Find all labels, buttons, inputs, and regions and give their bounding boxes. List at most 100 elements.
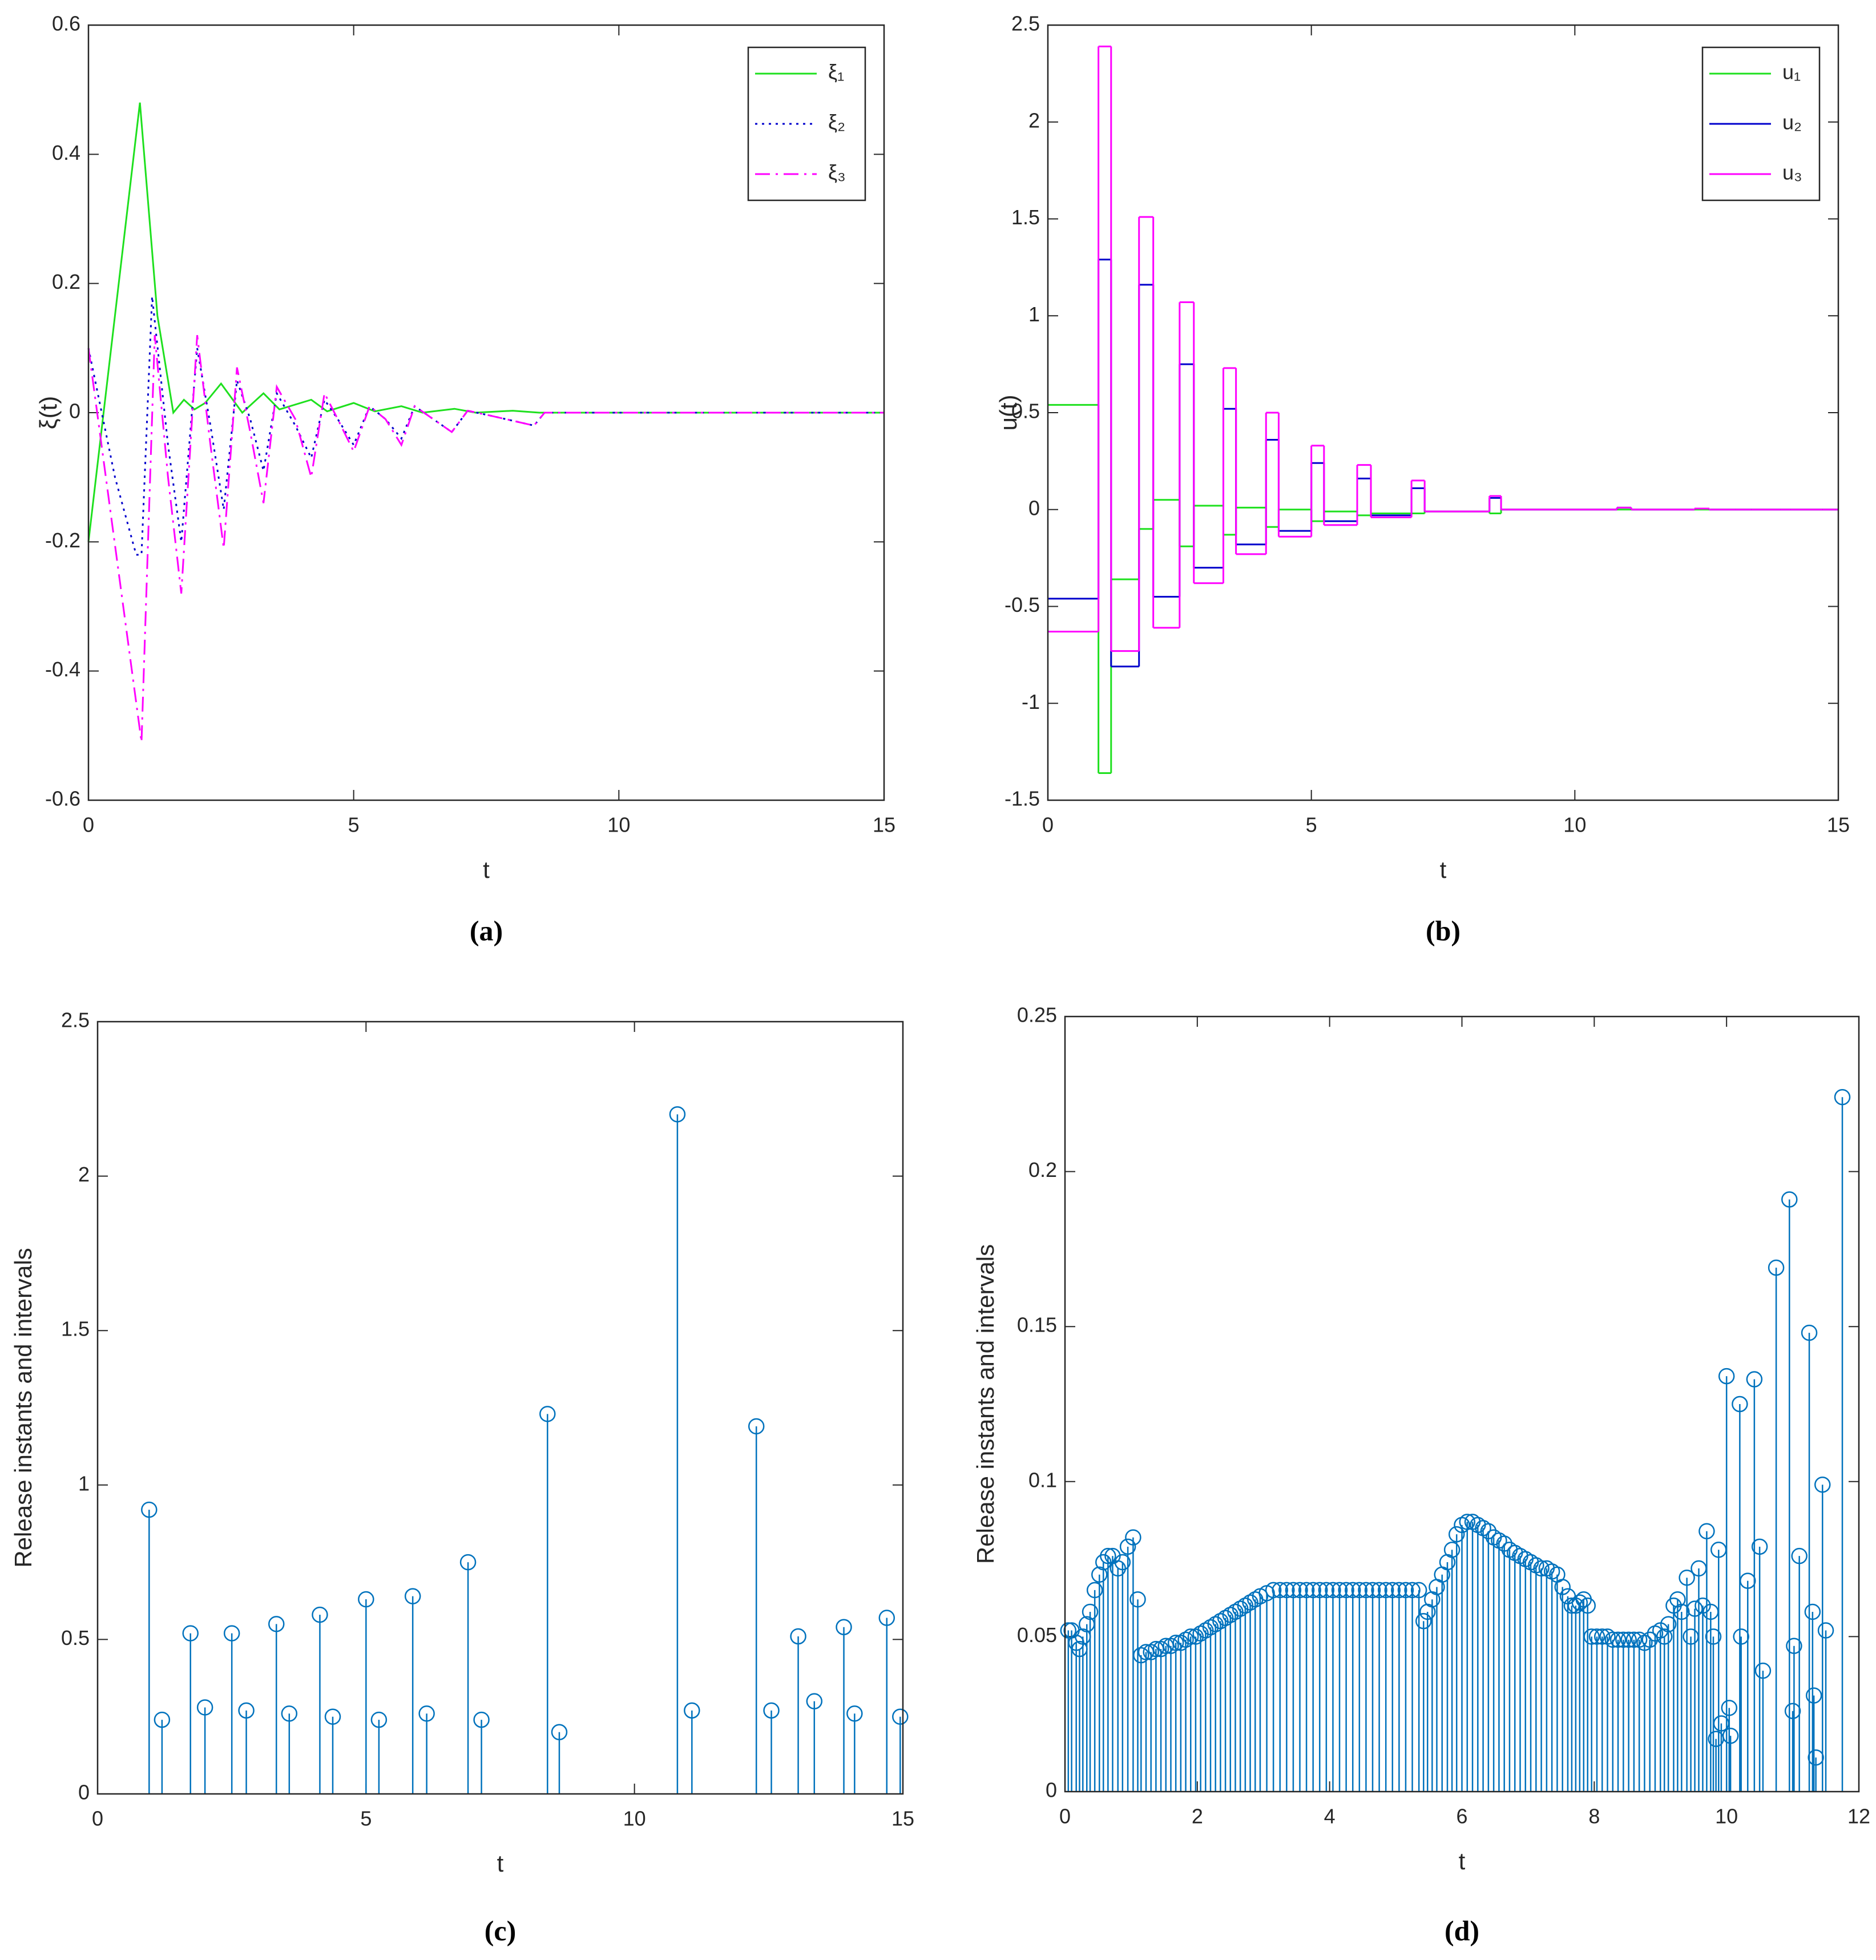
stem-marker xyxy=(1163,1638,1179,1654)
stem-marker xyxy=(1133,1647,1149,1664)
x-tick-label: 5 xyxy=(1306,813,1317,837)
stem-marker xyxy=(1814,1476,1831,1493)
stem-marker xyxy=(1217,1610,1234,1627)
stem-marker xyxy=(1615,1631,1632,1648)
axes-background xyxy=(98,1022,903,1794)
stem-marker xyxy=(268,1616,285,1632)
y-tick-label: -1.5 xyxy=(1004,787,1040,810)
y-tick-label: 0.5 xyxy=(1011,400,1040,423)
stem-marker xyxy=(1459,1514,1476,1530)
x-tick-label: 0 xyxy=(83,813,94,837)
y-axis-label: Release instants and intervals xyxy=(10,1248,37,1567)
y-tick-label: -0.5 xyxy=(1004,593,1040,616)
stem-marker xyxy=(1679,1569,1695,1586)
stem-marker xyxy=(358,1591,374,1608)
stem-marker xyxy=(1152,1640,1169,1657)
stem-marker xyxy=(1786,1638,1802,1654)
stem-marker xyxy=(1784,1703,1801,1720)
stem-marker xyxy=(1746,1371,1763,1388)
stem-marker xyxy=(281,1705,298,1722)
x-tick-label: 10 xyxy=(1715,1805,1738,1828)
y-tick-label: 0.15 xyxy=(1017,1313,1057,1337)
stem-marker xyxy=(1318,1582,1335,1599)
stem-marker xyxy=(1397,1582,1414,1599)
stem-marker xyxy=(1588,1628,1605,1645)
stem-marker xyxy=(196,1699,213,1716)
x-tick-label: 5 xyxy=(360,1807,372,1830)
stem-marker xyxy=(1656,1628,1673,1645)
stem-marker xyxy=(1808,1749,1824,1766)
stem-marker xyxy=(1172,1635,1189,1651)
stem-marker xyxy=(1733,1628,1749,1645)
stem-marker xyxy=(473,1711,490,1728)
legend-label: ξ₁ xyxy=(828,61,844,84)
y-tick-label: -0.2 xyxy=(45,529,80,552)
stem-marker xyxy=(312,1606,328,1623)
stem-marker xyxy=(1222,1607,1239,1623)
stem-marker xyxy=(1197,1622,1214,1639)
stem-marker xyxy=(1100,1547,1116,1564)
stem-marker xyxy=(1305,1582,1321,1599)
stem-marker xyxy=(539,1406,556,1422)
stem-marker xyxy=(1344,1582,1361,1599)
stem-marker xyxy=(324,1708,341,1725)
stem-marker xyxy=(1669,1591,1686,1608)
stem-marker xyxy=(1415,1612,1432,1630)
y-tick-label: 0 xyxy=(78,1781,90,1804)
stem-marker xyxy=(806,1693,823,1709)
stem-marker xyxy=(1212,1612,1229,1630)
stem-marker xyxy=(892,1708,909,1725)
x-tick-label: 12 xyxy=(1847,1805,1870,1828)
y-tick-label: 0.5 xyxy=(61,1626,90,1650)
y-tick-label: 0.2 xyxy=(52,270,80,293)
stem-marker xyxy=(1554,1579,1571,1595)
stem-marker xyxy=(1298,1582,1315,1599)
stem-marker xyxy=(1143,1644,1159,1660)
stem-marker xyxy=(1125,1529,1141,1546)
y-axis-label: ξ(t) xyxy=(35,396,62,429)
y-tick-label: -0.6 xyxy=(45,787,80,810)
stem-marker xyxy=(1272,1582,1288,1599)
y-tick-label: -1 xyxy=(1022,690,1040,713)
y-tick-label: 1.5 xyxy=(61,1317,90,1341)
x-axis-label: t xyxy=(1459,1848,1466,1874)
stem-marker xyxy=(1754,1662,1772,1679)
stem-marker xyxy=(1722,1727,1739,1744)
stem-marker xyxy=(404,1588,421,1604)
stem-marker xyxy=(1625,1631,1643,1648)
stem-marker xyxy=(1804,1603,1821,1620)
y-tick-label: 1.5 xyxy=(1011,205,1040,229)
x-tick-label: 6 xyxy=(1456,1805,1467,1828)
stem-marker xyxy=(1533,1560,1550,1577)
stem-marker xyxy=(1571,1594,1588,1611)
stem-marker xyxy=(1237,1597,1254,1614)
stem-marker xyxy=(1705,1628,1722,1645)
legend-label: u₁ xyxy=(1782,61,1801,84)
x-tick-label: 8 xyxy=(1588,1805,1600,1828)
y-tick-label: 2.5 xyxy=(1011,12,1040,35)
stem-marker xyxy=(763,1702,780,1719)
axes-box xyxy=(96,1021,904,1795)
stem-marker xyxy=(846,1705,863,1722)
stem-marker xyxy=(684,1702,700,1719)
x-tick-label: 15 xyxy=(891,1807,914,1830)
y-tick-label: 2 xyxy=(78,1163,90,1186)
series-line xyxy=(87,335,884,743)
stem-marker xyxy=(1192,1625,1209,1642)
y-tick-label: 0.25 xyxy=(1017,1003,1057,1027)
stem-marker xyxy=(1781,1191,1798,1208)
y-tick-label: 0.2 xyxy=(1028,1158,1057,1181)
stem-marker xyxy=(1801,1324,1818,1341)
stem-marker xyxy=(1391,1582,1407,1599)
stem-marker xyxy=(1207,1616,1224,1632)
x-tick-label: 2 xyxy=(1192,1805,1203,1828)
stem-marker xyxy=(1278,1582,1295,1599)
caption: (b) xyxy=(1426,914,1461,946)
y-tick-label: 1 xyxy=(78,1471,90,1495)
y-tick-label: 0 xyxy=(69,400,80,423)
stem-marker xyxy=(1119,1538,1136,1555)
stem-marker xyxy=(1480,1523,1497,1539)
stem-marker xyxy=(1202,1619,1219,1636)
stem-marker xyxy=(1325,1582,1341,1599)
